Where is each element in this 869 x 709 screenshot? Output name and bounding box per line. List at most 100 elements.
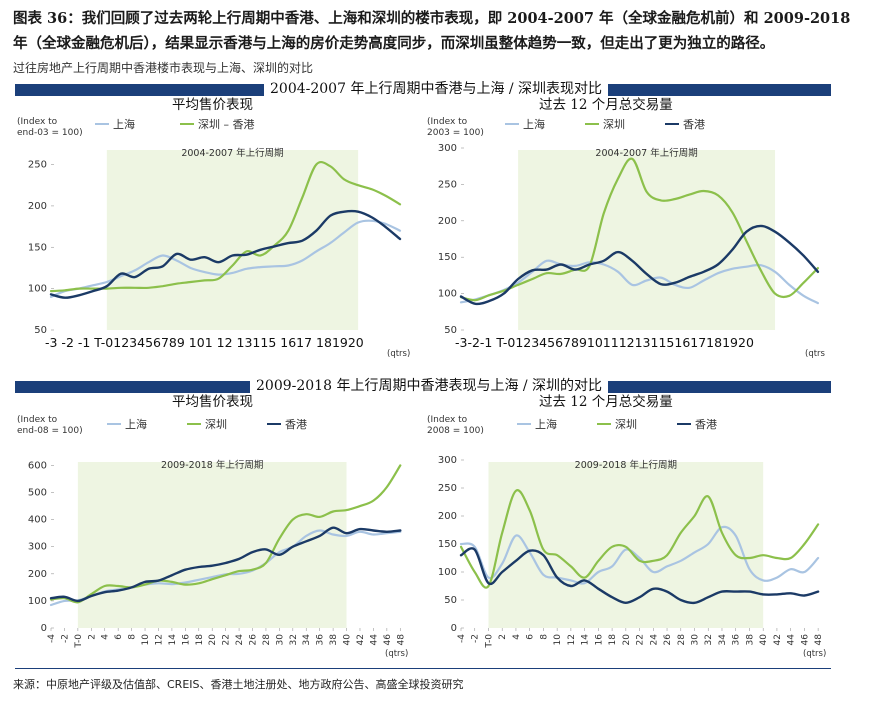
legend-label: 深圳 [205, 418, 227, 431]
x-tick-label: 24 [235, 634, 245, 646]
series-line-hongkong [49, 526, 402, 603]
x-tick-label: 28 [677, 634, 687, 646]
x-tick-label: 16 [594, 634, 604, 646]
legend-label-shenzhen-hongkong: 深圳 – 香港 [198, 118, 255, 131]
x-tick-label: 28 [262, 634, 272, 646]
x-tick-label: 36 [316, 634, 326, 646]
x-tick-label: 14 [581, 634, 591, 646]
bottom-rule [15, 668, 831, 669]
x-tick-label: 48 [814, 634, 824, 646]
y-tick-label: 500 [28, 488, 47, 499]
y-tick-label: 100 [28, 284, 47, 295]
period-label: 2009-2018 年上行周期 [161, 459, 263, 471]
y-tick-label: 50 [444, 595, 457, 606]
x-tick-label: -2 [471, 634, 481, 643]
x-unit-label: (qtrs) [385, 649, 408, 659]
x-unit-label: (qtrs [805, 349, 826, 359]
legend-label: 上海 [535, 417, 557, 431]
x-tick-label: 26 [249, 634, 259, 646]
y-tick-label: 100 [438, 289, 457, 300]
panel-title-price-1: 平均售价表现 [168, 97, 257, 114]
cycle-shade [488, 462, 764, 628]
cycle-shade [106, 150, 359, 330]
legend-label: 香港 [683, 118, 705, 131]
x-tick-label: -4 [457, 634, 467, 643]
x-tick-label: 44 [369, 634, 379, 646]
x-tick-label: 36 [732, 634, 742, 646]
legend-label: 上海 [125, 417, 147, 431]
y-tick-label: 300 [438, 143, 457, 154]
index-label: (Index to [17, 117, 58, 127]
legend-label: 香港 [695, 418, 717, 431]
x-tick-label: 44 [787, 634, 797, 646]
legend-label: 深圳 [615, 418, 637, 431]
x-tick-label: 26 [663, 634, 673, 646]
x-tick-label: 4 [512, 634, 522, 640]
x-tick-label: -4 [47, 634, 57, 643]
x-tick-label: T-0 [74, 634, 84, 649]
y-tick-label: 0 [41, 623, 47, 634]
index-label: (Index to [427, 117, 468, 127]
x-tick-label: 2 [87, 634, 97, 640]
y-tick-label: 200 [438, 216, 457, 227]
x-tick-label: 30 [275, 634, 285, 646]
x-tick-label: 6 [526, 634, 536, 640]
x-tick-label: 4 [101, 634, 111, 640]
index-label: end-08 = 100) [17, 426, 83, 436]
period-label: 2004-2007 年上行周期 [595, 147, 697, 159]
series-line-shenzhen [49, 464, 402, 604]
series-line-hongkong [459, 224, 820, 306]
y-tick-label: 50 [34, 325, 47, 336]
x-tick-label: 12 [154, 634, 164, 645]
index-label: (Index to [17, 415, 58, 425]
x-tick-label: 32 [289, 634, 299, 645]
legend-label: 上海 [523, 117, 545, 131]
panel-title-price-2: 平均售价表现 [168, 394, 257, 411]
y-tick-label: 150 [28, 242, 47, 253]
series-line-shenzhen [459, 489, 820, 589]
panel-title-volume-2: 过去 12 个月总交易量 [535, 394, 677, 411]
series-line-shenzhen [459, 157, 819, 302]
x-tick-label: 22 [222, 634, 232, 645]
index-label: (Index to [427, 415, 468, 425]
x-tick-label: 6 [114, 634, 124, 640]
x-tick-label: 14 [168, 634, 178, 646]
x-tick-label: 46 [383, 634, 393, 646]
legend-label-shanghai: 上海 [113, 117, 135, 131]
y-tick-label: 100 [438, 567, 457, 578]
x-tick-labels: -3 -2 -1 T-0123456789 101 12 13115 1617 … [45, 335, 364, 350]
x-tick-label: 24 [649, 634, 659, 646]
index-label: end-03 = 100) [17, 128, 83, 138]
x-tick-label: T-0 [484, 634, 494, 649]
y-tick-label: 50 [444, 325, 457, 336]
x-tick-label: 20 [622, 634, 632, 646]
series-line-shenzhen [49, 160, 402, 293]
period-label: 2009-2018 年上行周期 [575, 459, 677, 471]
series-line-shanghai [459, 259, 819, 305]
x-unit-label: (qtrs) [387, 349, 410, 359]
x-tick-label: 40 [343, 634, 353, 646]
x-tick-label: 8 [539, 634, 549, 640]
series-line-shanghai [459, 525, 820, 585]
cycle-shade [518, 150, 776, 330]
period-label: 2004-2007 年上行周期 [181, 147, 283, 159]
y-tick-label: 400 [28, 515, 47, 526]
x-tick-label: 16 [181, 634, 191, 646]
x-tick-label: 20 [208, 634, 218, 646]
index-label: 2008 = 100) [427, 426, 484, 436]
y-tick-label: 250 [438, 483, 457, 494]
x-tick-label: 12 [567, 634, 577, 645]
y-tick-label: 150 [438, 539, 457, 550]
series-line-hongkong [49, 209, 402, 299]
x-tick-label: 10 [141, 634, 151, 646]
y-tick-label: 600 [28, 460, 47, 471]
x-tick-label: 42 [773, 634, 783, 645]
legend-label: 深圳 [603, 118, 625, 131]
x-tick-labels: -3-2-1 T-01234567891011121311516171819​2… [455, 335, 754, 350]
figure-subtitle: 过往房地产上行周期中香港楼市表现与上海、深圳的对比 [13, 61, 314, 75]
figure-title: 图表 36：我们回顾了过去两轮上行周期中香港、上海和深圳的楼市表现，即 2004… [13, 10, 851, 52]
x-tick-label: 8 [128, 634, 138, 640]
y-tick-label: 250 [438, 179, 457, 190]
y-tick-label: 300 [28, 542, 47, 553]
